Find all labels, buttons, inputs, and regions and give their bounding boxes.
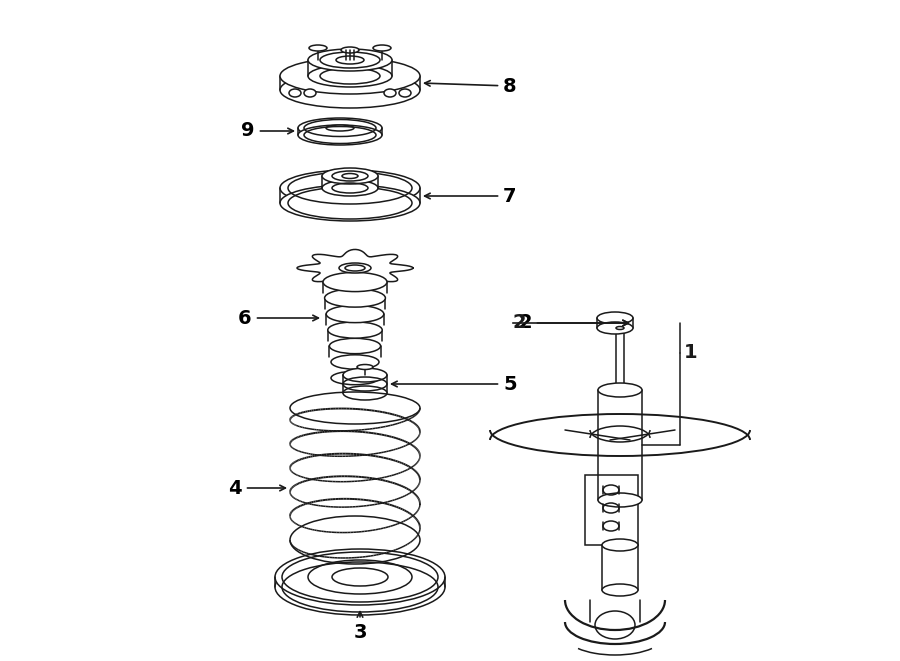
Ellipse shape	[331, 371, 379, 385]
Ellipse shape	[298, 125, 382, 145]
Ellipse shape	[275, 549, 445, 605]
Ellipse shape	[331, 355, 379, 369]
Ellipse shape	[326, 305, 383, 323]
Ellipse shape	[602, 584, 638, 596]
Ellipse shape	[280, 72, 420, 108]
Ellipse shape	[602, 539, 638, 551]
Ellipse shape	[616, 327, 624, 329]
Ellipse shape	[320, 52, 380, 68]
Ellipse shape	[325, 289, 385, 307]
Ellipse shape	[280, 170, 420, 206]
Ellipse shape	[597, 322, 633, 334]
Ellipse shape	[289, 89, 301, 97]
Ellipse shape	[322, 168, 378, 184]
Ellipse shape	[309, 45, 327, 51]
Ellipse shape	[595, 611, 635, 639]
Ellipse shape	[336, 56, 364, 64]
Text: 1: 1	[684, 344, 698, 362]
Ellipse shape	[343, 386, 387, 400]
Text: 2: 2	[518, 313, 628, 332]
Ellipse shape	[342, 173, 358, 178]
Text: 4: 4	[229, 479, 285, 498]
Ellipse shape	[598, 383, 642, 397]
Ellipse shape	[298, 118, 382, 138]
Ellipse shape	[308, 65, 392, 87]
Text: 5: 5	[392, 375, 517, 393]
Ellipse shape	[373, 45, 391, 51]
Ellipse shape	[308, 49, 392, 71]
Ellipse shape	[326, 125, 354, 131]
Ellipse shape	[304, 89, 316, 97]
Bar	[585, 475, 638, 545]
Ellipse shape	[323, 272, 387, 292]
Text: 8: 8	[425, 77, 517, 95]
Ellipse shape	[320, 68, 380, 84]
Text: 7: 7	[425, 186, 517, 206]
Ellipse shape	[322, 180, 378, 196]
Ellipse shape	[275, 559, 445, 615]
Ellipse shape	[329, 338, 381, 354]
Text: 3: 3	[353, 611, 367, 641]
Ellipse shape	[328, 322, 382, 338]
Ellipse shape	[280, 58, 420, 94]
Ellipse shape	[343, 368, 387, 382]
Text: 6: 6	[238, 309, 319, 327]
Text: 9: 9	[241, 122, 293, 141]
Ellipse shape	[399, 89, 411, 97]
Ellipse shape	[597, 312, 633, 324]
Ellipse shape	[339, 263, 371, 273]
Ellipse shape	[341, 47, 359, 53]
Text: 2: 2	[513, 313, 526, 332]
Ellipse shape	[357, 364, 373, 369]
Ellipse shape	[598, 493, 642, 507]
Ellipse shape	[280, 185, 420, 221]
Ellipse shape	[384, 89, 396, 97]
